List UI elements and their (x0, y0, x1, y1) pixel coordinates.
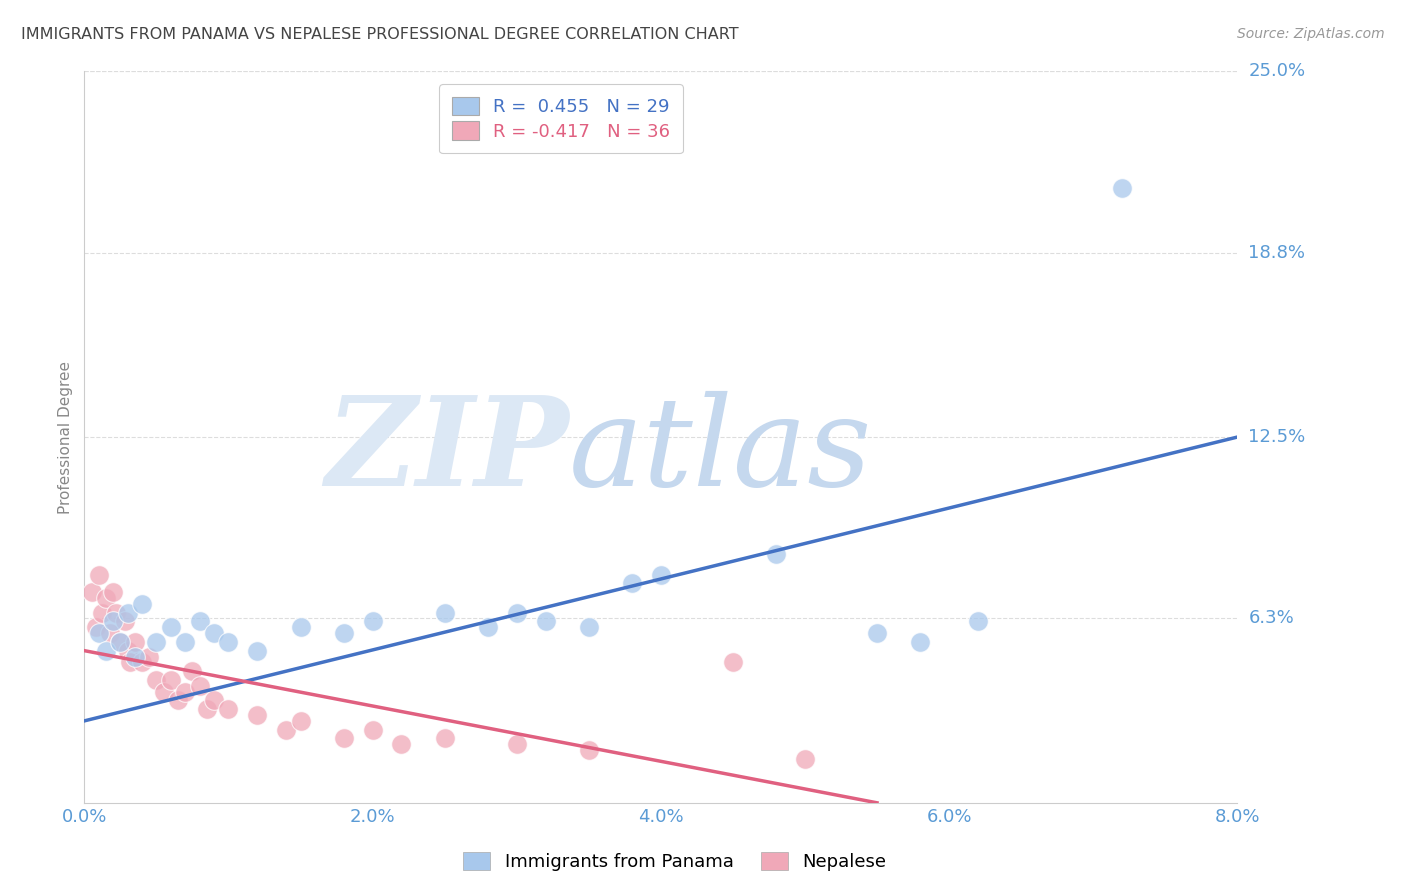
Point (333, 731, 356, 746)
Point (794, 752, 817, 766)
Point (1111, 181, 1133, 195)
Point (160, 620, 183, 634)
Point (110, 635, 132, 649)
Point (145, 673, 167, 687)
Point (105, 606, 128, 620)
Point (578, 743, 600, 757)
Y-axis label: Professional Degree: Professional Degree (58, 360, 73, 514)
Point (195, 702, 218, 716)
Point (152, 684, 174, 698)
Text: 25.0%: 25.0% (1249, 62, 1306, 80)
Point (124, 649, 146, 664)
Point (433, 731, 456, 746)
Point (167, 693, 190, 707)
Text: IMMIGRANTS FROM PANAMA VS NEPALESE PROFESSIONAL DEGREE CORRELATION CHART: IMMIGRANTS FROM PANAMA VS NEPALESE PROFE… (21, 27, 738, 42)
Point (120, 656, 142, 670)
Point (103, 585, 124, 599)
Point (910, 635, 932, 649)
Point (84, 620, 107, 634)
Point (90, 606, 112, 620)
Point (650, 567, 672, 582)
Point (506, 606, 529, 620)
Point (276, 723, 298, 737)
Point (361, 615, 384, 629)
Text: atlas: atlas (568, 391, 872, 513)
Point (181, 664, 204, 678)
Point (506, 737, 529, 751)
Point (333, 626, 356, 640)
Point (131, 656, 153, 670)
Point (124, 635, 146, 649)
Point (87, 626, 110, 640)
Point (534, 615, 557, 629)
Text: 6.3%: 6.3% (1249, 609, 1294, 627)
Point (967, 615, 990, 629)
Point (290, 620, 312, 634)
Point (80, 585, 103, 599)
Point (188, 679, 211, 693)
Point (103, 615, 124, 629)
Point (94, 591, 117, 605)
Point (246, 708, 269, 723)
Text: 18.8%: 18.8% (1249, 244, 1305, 261)
Point (218, 702, 240, 716)
Point (765, 547, 787, 561)
Point (138, 649, 160, 664)
Text: 12.5%: 12.5% (1249, 428, 1306, 446)
Point (578, 620, 600, 634)
Point (174, 635, 197, 649)
Point (98, 626, 121, 640)
Point (202, 626, 225, 640)
Point (391, 737, 413, 751)
Legend: R =  0.455   N = 29, R = -0.417   N = 36: R = 0.455 N = 29, R = -0.417 N = 36 (439, 84, 683, 153)
Point (114, 615, 136, 629)
Point (202, 693, 225, 707)
Point (721, 656, 744, 670)
Point (131, 597, 153, 611)
Text: Source: ZipAtlas.com: Source: ZipAtlas.com (1237, 27, 1385, 41)
Point (110, 635, 132, 649)
Point (94, 643, 117, 657)
Point (87, 567, 110, 582)
Point (866, 626, 889, 640)
Text: ZIP: ZIP (325, 391, 568, 513)
Point (117, 606, 139, 620)
Legend: Immigrants from Panama, Nepalese: Immigrants from Panama, Nepalese (456, 845, 894, 879)
Point (246, 643, 269, 657)
Point (160, 673, 183, 687)
Point (218, 635, 240, 649)
Point (117, 643, 139, 657)
Point (433, 606, 456, 620)
Point (145, 635, 167, 649)
Point (361, 723, 384, 737)
Point (621, 576, 644, 591)
Point (174, 684, 197, 698)
Point (290, 714, 312, 728)
Point (188, 615, 211, 629)
Point (477, 620, 499, 634)
